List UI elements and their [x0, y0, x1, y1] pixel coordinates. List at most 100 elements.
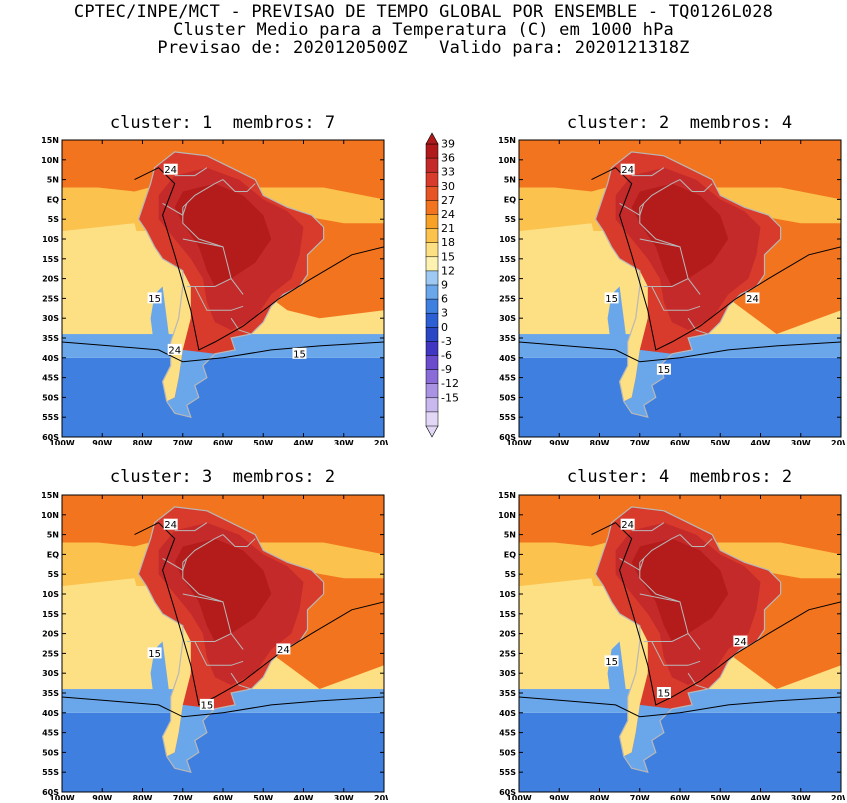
country-border: [174, 522, 208, 532]
colorbar-label: -3: [441, 335, 452, 348]
lon-tick-label: 60W: [670, 439, 690, 445]
country-border: [619, 557, 645, 571]
cool-pacific-region: [519, 578, 616, 689]
country-border: [631, 522, 665, 532]
lat-tick-label: 40S: [42, 709, 59, 718]
country-border: [679, 534, 713, 547]
contour-label: 24: [621, 520, 634, 531]
lon-tick-label: 80W: [133, 794, 153, 800]
lat-tick-label: EQ: [504, 195, 516, 204]
lat-tick-label: 10S: [499, 235, 516, 244]
contour-label-box: [604, 292, 619, 304]
lat-tick-label: 40S: [42, 354, 59, 363]
lon-tick-label: 70W: [630, 439, 650, 445]
country-border: [687, 317, 709, 335]
lat-tick-label: 35S: [499, 334, 516, 343]
header-forecast-times: Previsao de: 2020120500Z Valido para: 20…: [157, 38, 690, 58]
colorbar-segment: [425, 284, 439, 300]
lat-tick-label: 35S: [42, 689, 59, 698]
colorbar-segment: [425, 171, 439, 187]
temperature-map-cluster-4: 24 15 24 15 15N 10N 5N EQ 5S 10S 15S 20S 25S 30S 35S 40…: [498, 491, 845, 800]
contour-label-box: [163, 518, 178, 530]
colorbar-segment: [425, 228, 439, 244]
lat-tick-label: 60S: [42, 433, 59, 442]
lat-tick-label: EQ: [47, 195, 59, 204]
lat-tick-label: 20S: [42, 630, 59, 639]
lon-tick-label: 20W: [374, 439, 388, 445]
contour-label-box: [656, 363, 671, 375]
colorbar-top-arrow: [425, 132, 439, 145]
lat-tick-label: 30S: [42, 669, 59, 678]
colorbar-segment: [425, 397, 439, 413]
lat-tick-label: 55S: [499, 413, 516, 422]
contour-label: 24: [168, 345, 181, 356]
lon-tick-label: 50W: [253, 439, 273, 445]
panel-title-1: cluster: 1 membros: 7: [109, 113, 336, 133]
lon-tick-label: 30W: [334, 439, 354, 445]
warm-north-region: [62, 495, 384, 555]
colorbar-segment: [425, 298, 439, 314]
colorbar-label: 6: [441, 293, 448, 306]
lon-tick-label: 80W: [133, 439, 153, 445]
colorbar-segment: [425, 411, 439, 427]
lat-tick-label: 5S: [505, 215, 517, 224]
contour-24: [134, 522, 384, 706]
lat-tick-label: 15S: [499, 255, 516, 264]
warm-north-region: [519, 140, 841, 200]
lat-tick-label: 45S: [42, 374, 59, 383]
colorbar-label: -6: [441, 349, 452, 362]
lat-tick-label: 15N: [498, 136, 516, 145]
lat-tick-label: 20S: [42, 275, 59, 284]
lat-tick-label: 30S: [42, 314, 59, 323]
colorbar-segment: [425, 157, 439, 173]
lat-tick-label: 10S: [42, 590, 59, 599]
lat-tick-label: 50S: [42, 393, 59, 402]
temperature-map-cluster-1: 24 15 15 24 15N 10N 5N EQ 5S 10S 15S 20S 25S 30S 35S 40…: [41, 136, 388, 445]
country-border: [651, 641, 701, 666]
lon-tick-label: 50W: [710, 794, 730, 800]
cool-pacific-region: [62, 578, 159, 689]
contour-24: [591, 522, 841, 706]
lat-tick-label: 5N: [47, 531, 59, 540]
country-border: [230, 672, 252, 690]
lat-tick-label: 40S: [499, 354, 516, 363]
country-border: [222, 179, 256, 192]
contour-label-box: [620, 518, 635, 530]
lon-tick-label: 100W: [506, 439, 532, 445]
ocean-temperature-band: [62, 357, 384, 437]
lat-tick-label: 10N: [41, 156, 59, 165]
lat-tick-label: 5S: [505, 570, 517, 579]
colorbar-label: 15: [441, 250, 455, 263]
lat-tick-label: 15N: [498, 491, 516, 500]
lat-tick-label: 5N: [47, 176, 59, 185]
lon-tick-label: 40W: [294, 439, 314, 445]
contour-label: 24: [746, 294, 759, 305]
lat-tick-label: 55S: [42, 413, 59, 422]
lon-tick-label: 40W: [294, 794, 314, 800]
colorbar-segment: [425, 214, 439, 230]
lat-tick-label: 40S: [499, 709, 516, 718]
lon-tick-label: 30W: [791, 794, 811, 800]
contour-label-box: [292, 347, 307, 359]
lat-tick-label: 5S: [48, 215, 60, 224]
country-border: [182, 179, 224, 208]
ocean-temperature-band: [62, 712, 384, 792]
colorbar-segment: [425, 270, 439, 286]
lat-tick-label: 10N: [498, 156, 516, 165]
coastline: [137, 151, 325, 419]
lat-tick-label: 5N: [504, 176, 516, 185]
contour-label-box: [199, 698, 214, 710]
colorbar-label: 30: [441, 180, 455, 193]
colorbar-label: 27: [441, 194, 455, 207]
lat-tick-label: 30S: [499, 669, 516, 678]
lat-tick-label: 10S: [42, 235, 59, 244]
colorbar-label: 24: [441, 208, 455, 221]
contour-15: [62, 341, 384, 363]
contour-label: 24: [164, 520, 177, 531]
colorbar-segment: [425, 355, 439, 371]
colorbar-label: 9: [441, 279, 448, 292]
colorbar-segment: [425, 327, 439, 342]
contour-24: [591, 167, 841, 351]
contour-15: [62, 696, 384, 718]
lat-tick-label: 55S: [499, 768, 516, 777]
